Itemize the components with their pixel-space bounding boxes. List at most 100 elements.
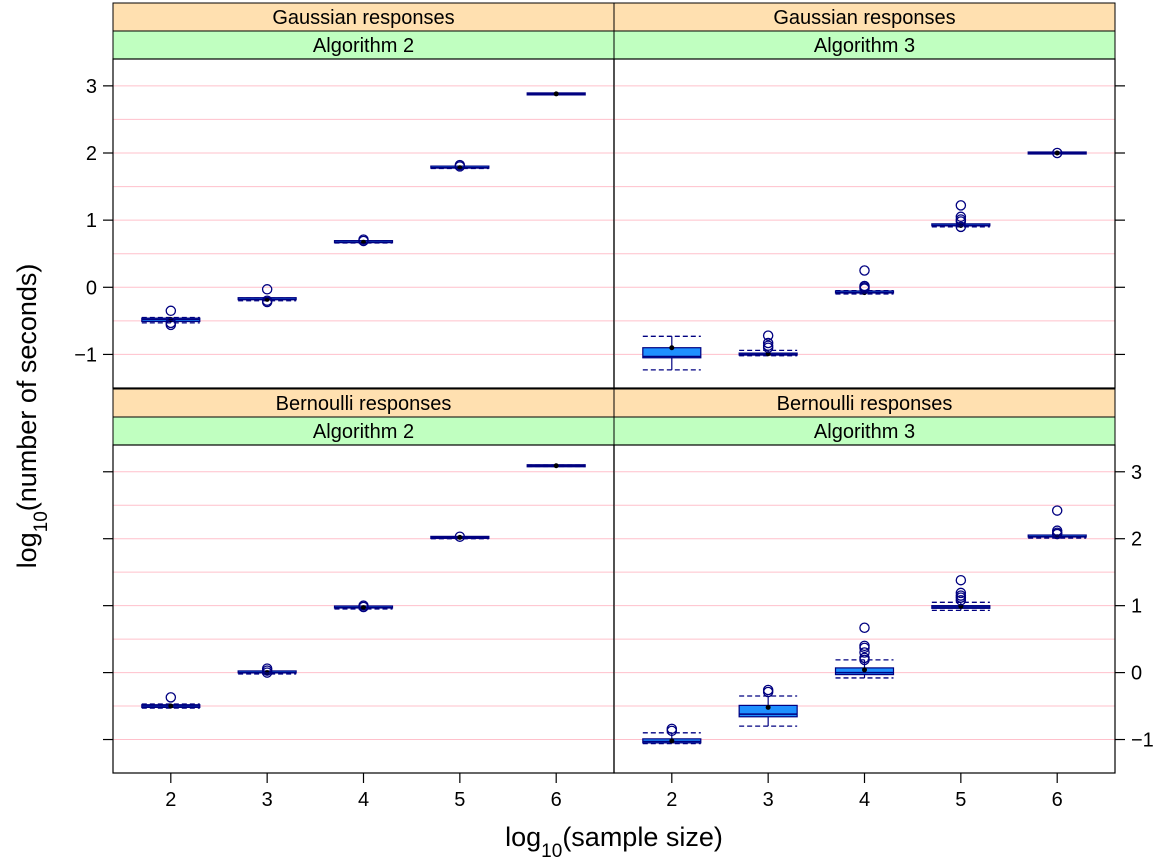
outlier-point [1051,528,1063,540]
mean-point [553,91,559,97]
x-axis-label-sub: 10 [541,841,562,859]
outlier-point [955,592,967,603]
y-tick-label: 3 [1131,462,1142,484]
mean-point [1054,150,1060,156]
y-axis-label-sub: 10 [31,511,52,532]
outlier-point [955,200,967,211]
outlier-point [955,574,967,586]
box-group [333,600,394,613]
outlier-point [666,725,678,737]
outlier-point [762,342,774,353]
box-group [430,531,490,542]
mean-point [553,463,559,469]
x-tick-label: 6 [551,789,562,811]
outlier-point [859,654,870,666]
mean-point [862,667,867,673]
box-group [931,574,991,611]
panel-border [613,444,1116,774]
strip-inner [613,416,1116,446]
outlier-point [1051,147,1063,159]
outlier-point [358,601,369,613]
outlier-point [261,296,273,308]
box-group [834,265,895,296]
outlier-point [859,642,870,654]
y-tick-label: 2 [1131,529,1142,551]
x-tick-label: 4 [358,789,369,811]
outlier-point [358,234,369,245]
grid-lines [113,471,614,741]
outlier-point [454,159,466,171]
strip-inner-label: Algorithm 3 [814,35,915,57]
x-tick-label: 5 [454,789,465,811]
box-group [430,159,490,172]
box-group [738,330,798,357]
box-group [834,622,895,679]
grid-lines [113,85,614,355]
x-tick-label: 3 [262,789,273,811]
y-tick-label: 3 [86,76,97,98]
box-group [141,692,201,709]
box-group [141,305,201,331]
x-axis-label-rest: (sample size) [562,822,723,852]
strip-outer-label: Gaussian responses [272,7,454,29]
x-axis-label-base: log [505,822,541,852]
x-tick-label: 6 [1052,789,1063,811]
strip-outer [112,388,615,418]
outlier-point [1051,505,1063,516]
y-axis-label: log10(number of seconds) [12,264,52,569]
y-tick-label: 1 [1131,596,1142,618]
x-tick-label: 3 [763,789,774,811]
strip-outer [112,2,615,32]
mean-point [457,534,463,540]
box-group [526,91,586,97]
panel-top-left: Gaussian responses Algorithm 2 [112,2,615,389]
y-tick-label: −1 [74,344,97,366]
outlier-point [261,667,273,678]
outlier-point [859,265,870,276]
outlier-point [165,319,177,331]
outlier-point [955,587,967,599]
x-tick-label: 2 [165,789,176,811]
outlier-point [955,595,967,606]
strip-outer-label: Gaussian responses [773,7,955,29]
strip-inner-label: Algorithm 2 [313,35,414,57]
strip-inner-label: Algorithm 3 [814,421,915,443]
outlier-point [859,622,870,633]
box-group [738,684,798,727]
box-group [1027,147,1087,159]
box-group [642,723,702,745]
outlier-point [165,305,177,317]
mean-point [669,738,675,744]
outlier-point [859,647,870,658]
mean-point [361,605,366,611]
grid-lines [614,471,1115,741]
left-y-axis: −1 0 1 2 3 [74,76,113,741]
box-group [931,200,991,233]
x-tick-label: 4 [859,789,870,811]
outlier-point [955,216,967,227]
x-axis: 2 3 4 5 6 2 3 4 5 6 [165,773,1063,811]
y-tick-label: 0 [1131,663,1142,685]
panel-border [112,58,615,389]
x-tick-label: 5 [955,789,966,811]
strip-outer-label: Bernoulli responses [276,393,452,415]
mean-point [168,703,174,709]
strip-inner [112,416,615,446]
outlier-point [762,337,774,349]
box-group [526,463,586,469]
right-y-axis: −1 0 1 2 3 [1115,85,1154,752]
strip-outer-label: Bernoulli responses [777,393,953,415]
outlier-point [165,692,177,703]
box-group [237,663,297,678]
panel-border [613,58,1116,389]
y-tick-label: 0 [86,277,97,299]
outlier-point [859,283,870,294]
box-group [333,234,394,247]
mean-point [765,704,771,710]
y-axis-label-rest: (number of seconds) [12,264,42,512]
panel-top-right: Gaussian responses Algorithm 3 [613,2,1116,389]
x-axis-label: log10(sample size) [505,822,723,859]
x-tick-label: 2 [666,789,677,811]
